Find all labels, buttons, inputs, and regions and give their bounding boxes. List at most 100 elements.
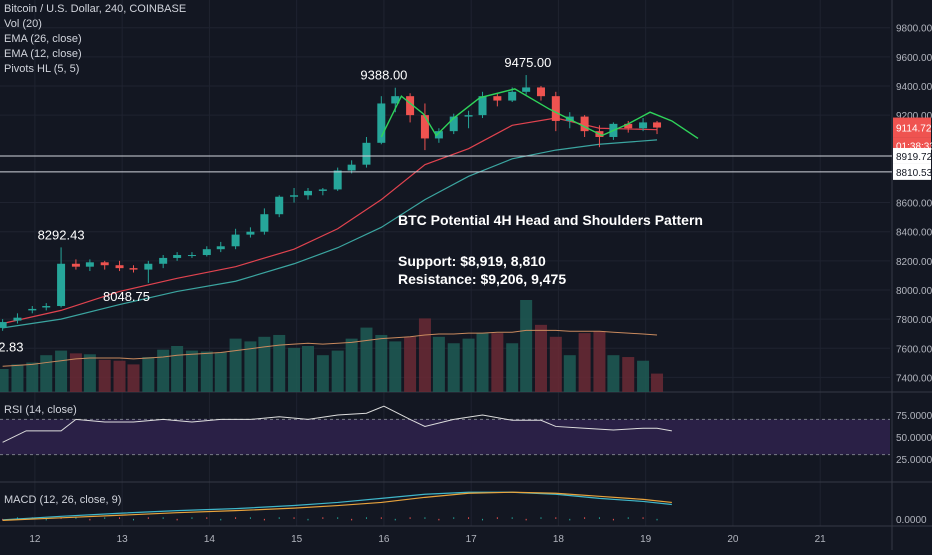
- candle-body: [347, 164, 356, 171]
- candle-body: [318, 189, 327, 191]
- annotation-text: Resistance: $9,206, 9,475: [398, 271, 566, 287]
- volume-bar: [331, 350, 344, 392]
- volume-bar: [622, 357, 635, 392]
- candle-body: [42, 306, 51, 308]
- candle-body: [129, 268, 138, 270]
- x-tick-label: 14: [204, 534, 216, 545]
- ema12-line: [2, 117, 658, 325]
- y-tick-label: 8000.00: [896, 286, 932, 297]
- volume-bar: [40, 355, 53, 392]
- volume-bar: [98, 359, 111, 392]
- y-tick-label: 8400.00: [896, 228, 932, 239]
- pivots-indicator-label[interactable]: Pivots HL (5, 5): [4, 63, 80, 75]
- candle-body: [28, 308, 37, 311]
- candle-body: [290, 195, 299, 197]
- volume-bar: [389, 341, 402, 392]
- candle-body: [159, 257, 168, 264]
- volume-bar: [229, 338, 242, 392]
- candle-body: [71, 263, 80, 267]
- candle-body: [478, 96, 487, 116]
- volume-bar: [476, 333, 489, 392]
- vol-indicator-label[interactable]: Vol (20): [4, 18, 42, 30]
- candle-body: [202, 249, 211, 256]
- candle-body: [246, 231, 255, 235]
- volume-bar: [11, 364, 24, 392]
- volume-bar: [171, 346, 184, 392]
- volume-bar: [360, 327, 373, 392]
- volume-bar: [113, 360, 126, 392]
- macd-pane-label[interactable]: MACD (12, 26, close, 9): [4, 494, 122, 506]
- ema26-indicator-label[interactable]: EMA (26, close): [4, 33, 82, 45]
- volume-ma-line: [2, 329, 658, 367]
- candle-body: [420, 115, 429, 139]
- y-tick-label: 8600.00: [896, 199, 932, 210]
- annotation-text: Support: $8,919, 8,810: [398, 253, 546, 269]
- volume-bar: [273, 334, 286, 392]
- macd-signal-line: [2, 491, 672, 521]
- rsi-tick-label: 50.0000: [896, 433, 932, 444]
- volume-bar: [244, 341, 257, 392]
- x-tick-label: 16: [378, 534, 390, 545]
- x-tick-label: 12: [29, 534, 41, 545]
- ema12-indicator-label[interactable]: EMA (12, close): [4, 48, 82, 60]
- y-tick-label: 9400.00: [896, 82, 932, 93]
- volume-bar: [651, 373, 664, 392]
- candle-body: [115, 265, 124, 269]
- volume-bar: [607, 355, 620, 392]
- candle-body: [653, 122, 662, 128]
- chart-legend: Bitcoin / U.S. Dollar, 240, COINBASE Vol…: [4, 2, 186, 77]
- x-tick-label: 21: [815, 534, 827, 545]
- candle-body: [406, 96, 415, 116]
- volume-bar: [578, 333, 591, 392]
- volume-bar: [593, 331, 606, 392]
- volume-bar: [447, 343, 460, 392]
- candle-body: [522, 87, 531, 92]
- volume-bar: [288, 347, 301, 392]
- volume-bar: [520, 300, 533, 392]
- volume-bar: [55, 350, 68, 392]
- y-tick-label: 7400.00: [896, 373, 932, 384]
- candle-body: [508, 91, 517, 101]
- volume-bar: [200, 351, 213, 392]
- x-tick-label: 18: [553, 534, 565, 545]
- volume-bar: [549, 336, 562, 392]
- y-tick-label: 9600.00: [896, 53, 932, 64]
- volume-bar: [185, 350, 198, 392]
- candle-body: [624, 123, 633, 129]
- y-tick-label: 9200.00: [896, 111, 932, 122]
- x-tick-label: 13: [117, 534, 129, 545]
- candle-body: [362, 142, 371, 165]
- candle-body: [639, 122, 648, 129]
- candle-body: [216, 246, 225, 250]
- volume-bar: [26, 362, 39, 392]
- current-price-badge: [893, 117, 931, 138]
- volume-bar: [345, 338, 358, 392]
- support-price-badge: [893, 147, 931, 164]
- volume-bar: [462, 338, 475, 392]
- volume-bar: [258, 336, 271, 392]
- rsi-tick-label: 75.0000: [896, 411, 932, 422]
- volume-bar: [142, 357, 155, 392]
- pivot-label: 9475.00: [504, 55, 551, 70]
- x-tick-label: 15: [291, 534, 303, 545]
- volume-bar: [69, 353, 82, 392]
- rsi-tick-label: 25.0000: [896, 455, 932, 466]
- volume-bar: [0, 369, 9, 392]
- volume-bar: [418, 318, 431, 392]
- candle-body: [187, 255, 196, 257]
- projection-line: [380, 88, 699, 140]
- volume-bar: [563, 355, 576, 392]
- candle-body: [231, 234, 240, 247]
- candle-body: [377, 103, 386, 143]
- macd-tick-label: 0.0000: [896, 515, 927, 526]
- symbol-label[interactable]: Bitcoin / U.S. Dollar, 240, COINBASE: [4, 3, 187, 15]
- candle-body: [275, 196, 284, 215]
- rsi-pane-label[interactable]: RSI (14, close): [4, 404, 77, 416]
- candle-body: [464, 115, 473, 117]
- volume-bar: [214, 352, 227, 392]
- candle-body: [391, 96, 400, 104]
- support-price-value: 8810.53: [896, 168, 932, 179]
